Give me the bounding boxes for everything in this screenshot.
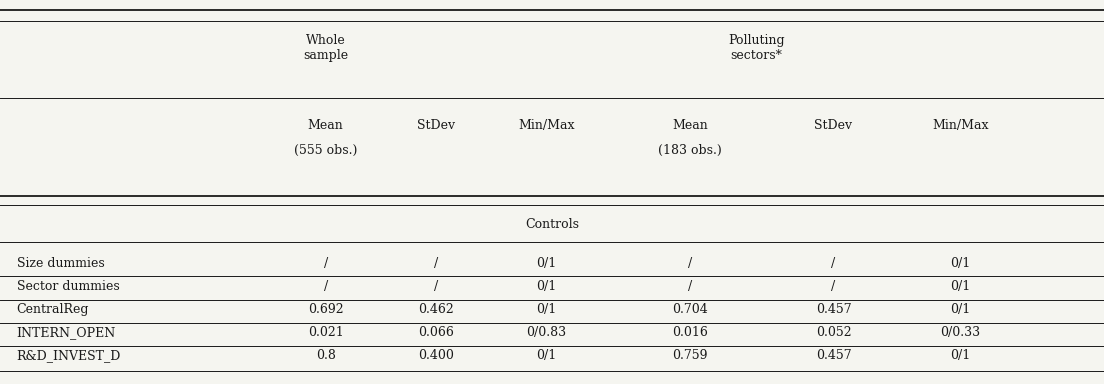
Text: 0/1: 0/1 bbox=[951, 349, 970, 362]
Text: 0.8: 0.8 bbox=[316, 349, 336, 362]
Text: /: / bbox=[831, 280, 836, 293]
Text: 0/0.33: 0/0.33 bbox=[941, 326, 980, 339]
Text: 0.759: 0.759 bbox=[672, 349, 708, 362]
Text: 0/1: 0/1 bbox=[951, 303, 970, 316]
Text: StDev: StDev bbox=[815, 119, 852, 132]
Text: 0/1: 0/1 bbox=[537, 349, 556, 362]
Text: 0.457: 0.457 bbox=[816, 349, 851, 362]
Text: /: / bbox=[434, 280, 438, 293]
Text: /: / bbox=[831, 257, 836, 270]
Text: Sector dummies: Sector dummies bbox=[17, 280, 119, 293]
Text: R&D_INVEST_D: R&D_INVEST_D bbox=[17, 349, 121, 362]
Text: StDev: StDev bbox=[417, 119, 455, 132]
Text: /: / bbox=[434, 257, 438, 270]
Text: 0.052: 0.052 bbox=[816, 326, 851, 339]
Text: 0.016: 0.016 bbox=[672, 326, 708, 339]
Text: (555 obs.): (555 obs.) bbox=[294, 144, 358, 157]
Text: 0.457: 0.457 bbox=[816, 303, 851, 316]
Text: 0/1: 0/1 bbox=[537, 303, 556, 316]
Text: Min/Max: Min/Max bbox=[932, 119, 989, 132]
Text: 0.462: 0.462 bbox=[418, 303, 454, 316]
Text: Mean: Mean bbox=[672, 119, 708, 132]
Text: Size dummies: Size dummies bbox=[17, 257, 104, 270]
Text: 0/1: 0/1 bbox=[537, 280, 556, 293]
Text: 0.021: 0.021 bbox=[308, 326, 343, 339]
Text: CentralReg: CentralReg bbox=[17, 303, 89, 316]
Text: 0/1: 0/1 bbox=[537, 257, 556, 270]
Text: 0/0.83: 0/0.83 bbox=[527, 326, 566, 339]
Text: Mean: Mean bbox=[308, 119, 343, 132]
Text: /: / bbox=[323, 257, 328, 270]
Text: Controls: Controls bbox=[526, 218, 578, 231]
Text: 0.692: 0.692 bbox=[308, 303, 343, 316]
Text: 0.704: 0.704 bbox=[672, 303, 708, 316]
Text: 0.400: 0.400 bbox=[418, 349, 454, 362]
Text: /: / bbox=[688, 257, 692, 270]
Text: /: / bbox=[688, 280, 692, 293]
Text: 0.066: 0.066 bbox=[418, 326, 454, 339]
Text: /: / bbox=[323, 280, 328, 293]
Text: 0/1: 0/1 bbox=[951, 280, 970, 293]
Text: Min/Max: Min/Max bbox=[518, 119, 575, 132]
Text: Whole
sample: Whole sample bbox=[304, 34, 348, 62]
Text: INTERN_OPEN: INTERN_OPEN bbox=[17, 326, 116, 339]
Text: 0/1: 0/1 bbox=[951, 257, 970, 270]
Text: (183 obs.): (183 obs.) bbox=[658, 144, 722, 157]
Text: Polluting
sectors*: Polluting sectors* bbox=[728, 34, 785, 62]
